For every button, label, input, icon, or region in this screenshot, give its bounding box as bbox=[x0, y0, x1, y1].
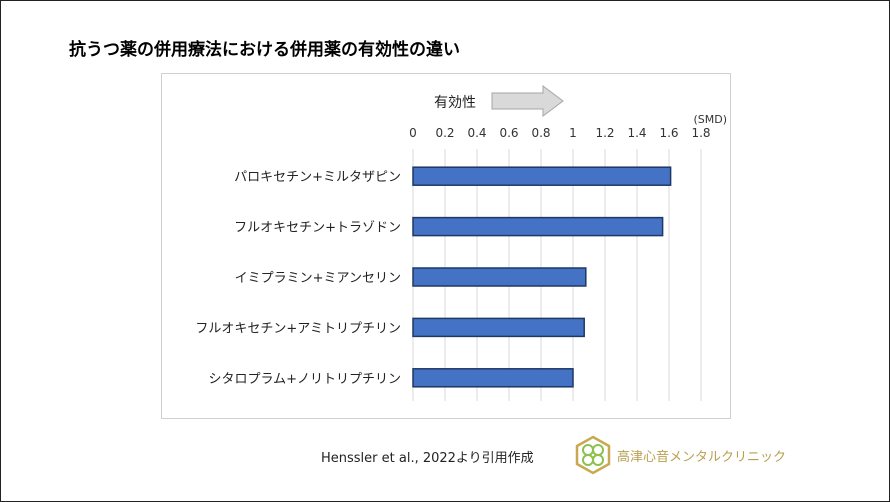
page-title: 抗うつ薬の併用療法における併用薬の有効性の違い bbox=[69, 40, 460, 60]
x-tick-label: 1.8 bbox=[691, 126, 710, 140]
x-tick-label: 0.8 bbox=[531, 126, 550, 140]
bar bbox=[412, 267, 587, 287]
category-label: フルオキセチン+トラゾドン bbox=[234, 221, 401, 236]
x-tick-label: 1.6 bbox=[659, 126, 678, 140]
bar bbox=[412, 216, 664, 237]
category-label: シタロプラム+ノリトリプチリン bbox=[208, 372, 401, 387]
x-tick-label: 0 bbox=[409, 126, 417, 140]
clinic-name: 高津心音メンタルクリニック bbox=[617, 450, 787, 465]
x-tick-label: 0.4 bbox=[467, 126, 486, 140]
arrow-right-icon bbox=[491, 85, 564, 117]
x-tick-label: 0.6 bbox=[499, 126, 518, 140]
clinic-logo-icon bbox=[575, 435, 611, 475]
x-tick-label: 1.4 bbox=[627, 126, 646, 140]
category-label: パロキセチン+ミルタザピン bbox=[234, 170, 401, 185]
direction-label: 有効性 bbox=[434, 95, 476, 111]
category-label: イミプラミン+ミアンセリン bbox=[235, 271, 401, 286]
x-tick-label: 1.2 bbox=[595, 126, 614, 140]
bar bbox=[412, 368, 574, 388]
category-label: フルオキセチン+アミトリプチリン bbox=[195, 321, 401, 336]
unit-label: (SMD) bbox=[693, 113, 727, 126]
bar bbox=[412, 166, 672, 186]
x-tick-label: 1 bbox=[569, 126, 577, 140]
citation: Henssler et al., 2022より引用作成 bbox=[321, 451, 534, 466]
bar bbox=[412, 317, 585, 338]
chart-frame bbox=[161, 73, 731, 419]
x-tick-label: 0.2 bbox=[435, 126, 454, 140]
